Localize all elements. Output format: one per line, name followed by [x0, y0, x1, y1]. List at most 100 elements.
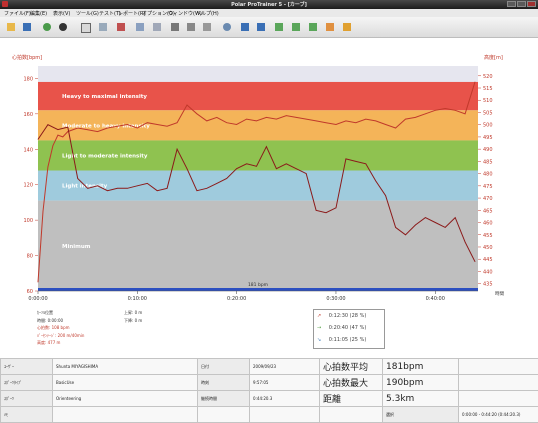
- altitude-point: [266, 146, 267, 147]
- zone-time-row: ↘ 0:11:05 (25 %): [317, 337, 366, 343]
- heart-rate-point: [276, 119, 277, 120]
- download-icon[interactable]: [56, 20, 70, 34]
- wrench-icon[interactable]: [200, 20, 214, 34]
- cursor-heart-rate: 心拍数: 108 bpm: [37, 324, 84, 332]
- heart-rate-point: [58, 135, 59, 136]
- heart-rate-point: [375, 121, 376, 122]
- heart-rate-point: [256, 121, 257, 122]
- value-date: 2009/09/23: [250, 359, 320, 375]
- chart-icon[interactable]: [306, 20, 320, 34]
- zone-time-row: ↗ 0:12:30 (28 %): [317, 313, 366, 319]
- menu-help[interactable]: ヘルプ(H): [196, 10, 219, 17]
- arrow-down-icon: ↘: [317, 337, 321, 343]
- heart-rate-point: [286, 115, 287, 116]
- altitude-point: [187, 168, 188, 169]
- minimize-button[interactable]: [507, 1, 516, 7]
- zone-label: Light intensity: [62, 184, 108, 190]
- table-cell: [459, 391, 538, 407]
- refresh-icon[interactable]: [40, 20, 54, 34]
- right-tick-label: 455: [483, 233, 493, 239]
- value-memo[interactable]: [53, 407, 198, 423]
- altitude-point: [167, 188, 168, 189]
- session-info-table: ﾕｰｻﾞｰ Shunta MIYAGISHIMA 日付 2009/09/23 心…: [0, 358, 538, 423]
- altitude-point: [236, 168, 237, 169]
- maximize-button[interactable]: [517, 1, 526, 7]
- menu-edit[interactable]: 編集(E): [30, 10, 47, 17]
- menu-file[interactable]: ファイル(F): [4, 10, 31, 17]
- altitude-point: [326, 212, 327, 213]
- open-folder-icon[interactable]: [4, 20, 18, 34]
- right-tick-label: 460: [483, 221, 493, 227]
- menu-view[interactable]: 表示(V): [53, 10, 70, 17]
- chart-icon[interactable]: [340, 20, 354, 34]
- altitude-point: [316, 210, 317, 211]
- heart-rate-point: [435, 110, 436, 111]
- zone-label: Light to moderate intensity: [62, 153, 148, 159]
- calendar-icon[interactable]: [78, 20, 92, 34]
- heart-rate-point: [77, 128, 78, 129]
- zone-label: Minimum: [62, 244, 91, 250]
- heart-rate-point: [425, 114, 426, 115]
- heart-rate-point: [296, 117, 297, 118]
- heart-rate-point: [107, 128, 108, 129]
- heart-rate-point: [157, 124, 158, 125]
- heart-rate-point: [187, 105, 188, 106]
- save-icon[interactable]: [20, 20, 34, 34]
- table-cell: [320, 407, 383, 423]
- right-tick-label: 490: [483, 147, 493, 153]
- table-row: ｽﾎﾟｰﾂﾀｲﾌﾟ BasicUse 時刻 9:57:05 心拍数最大 190b…: [1, 375, 538, 391]
- altitude-point: [286, 164, 287, 165]
- zone-time-above: 0:12:30 (28 %): [329, 313, 366, 319]
- bars-icon[interactable]: [184, 20, 198, 34]
- x-tick-label: 0:00:00: [28, 296, 47, 302]
- right-tick-label: 495: [483, 135, 493, 141]
- altitude-point: [465, 242, 466, 243]
- altitude-point: [48, 124, 49, 125]
- altitude-point: [38, 139, 39, 140]
- chart-icon[interactable]: [133, 20, 147, 34]
- x-tick-label: 0:20:00: [227, 296, 246, 302]
- right-tick-label: 500: [483, 123, 493, 129]
- heart-rate-point: [365, 119, 366, 120]
- chart-icon[interactable]: [323, 20, 337, 34]
- left-tick-label: 140: [23, 147, 33, 153]
- right-tick-label: 480: [483, 172, 493, 178]
- altitude-point: [127, 188, 128, 189]
- left-tick-label: 160: [23, 112, 33, 118]
- altitude-point: [336, 208, 337, 209]
- runner-icon[interactable]: [238, 20, 252, 34]
- bars-icon[interactable]: [168, 20, 182, 34]
- value-sport: Orienteering: [53, 391, 198, 407]
- list-icon[interactable]: [96, 20, 110, 34]
- altitude-point: [306, 173, 307, 174]
- altitude-point: [67, 127, 68, 128]
- altitude-point: [216, 183, 217, 184]
- toolbar: [0, 17, 538, 38]
- menu-tools[interactable]: ツール(G): [76, 10, 99, 17]
- chart-icon[interactable]: [272, 20, 286, 34]
- heart-rate-point: [455, 110, 456, 111]
- heart-rate-point: [336, 124, 337, 125]
- right-tick-label: 475: [483, 184, 493, 190]
- magnify-icon[interactable]: [220, 20, 234, 34]
- heart-rate-point: [216, 117, 217, 118]
- heart-rate-point: [316, 121, 317, 122]
- heart-rate-point: [147, 122, 148, 123]
- close-button[interactable]: [527, 1, 536, 7]
- altitude-point: [475, 261, 476, 262]
- title-bar: Polar ProTrainer 5 - [カーブ]: [0, 0, 538, 9]
- person-icon[interactable]: [114, 20, 128, 34]
- table-cell: [459, 359, 538, 375]
- chart-icon[interactable]: [289, 20, 303, 34]
- label-user: ﾕｰｻﾞｰ: [1, 359, 53, 375]
- arrow-right-icon: →: [317, 325, 321, 331]
- altitude-point: [256, 166, 257, 167]
- walker-icon[interactable]: [254, 20, 268, 34]
- altitude-point: [157, 190, 158, 191]
- average-label: 181 bpm: [248, 282, 268, 288]
- zone-time-box: ↗ 0:12:30 (28 %) → 0:20:40 (47 %) ↘ 0:11…: [313, 309, 385, 349]
- cursor-info: ｶｰｿﾙ位置 時間: 0:00:00 心拍数: 108 bpm ﾊﾟｰｾﾝﾃｰｼ…: [37, 309, 84, 347]
- zone-time-row: → 0:20:40 (47 %): [317, 325, 366, 331]
- chart-icon[interactable]: [150, 20, 164, 34]
